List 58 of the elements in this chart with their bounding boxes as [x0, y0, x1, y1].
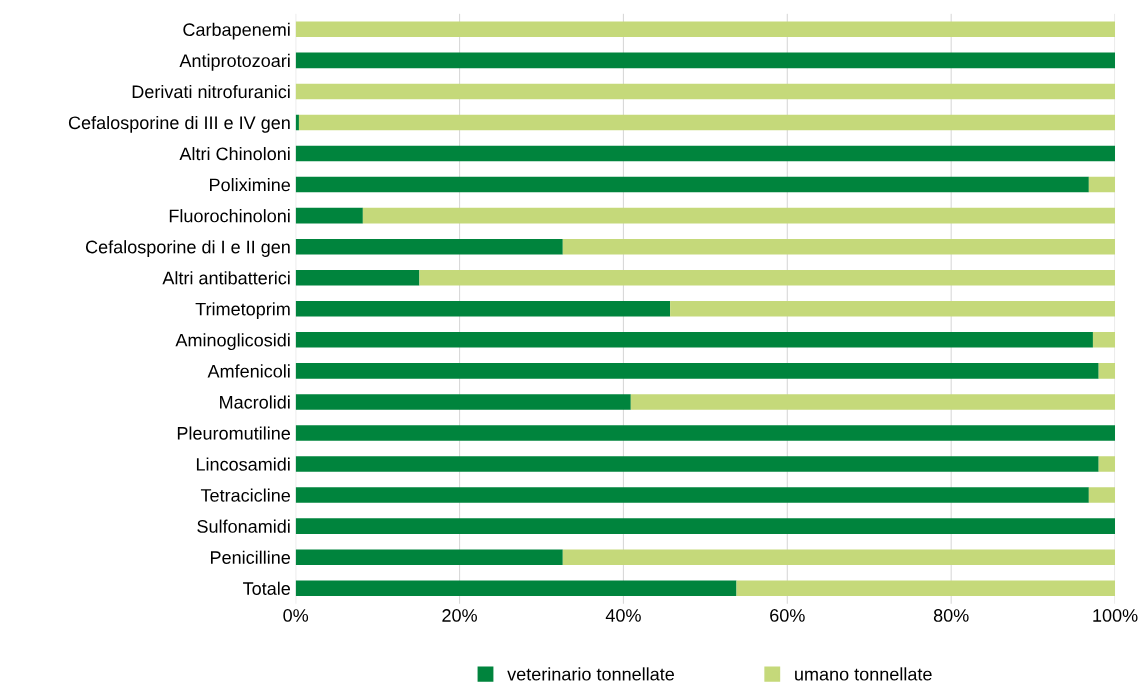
bar: [295, 21, 1116, 38]
x-tick-label: 40%: [605, 609, 641, 622]
y-tick-label: Sulfonamidi: [197, 519, 290, 533]
bar: [295, 363, 1099, 379]
y-tick-label: Fluorochinoloni: [169, 209, 290, 223]
bar: [295, 238, 563, 255]
bar: [295, 456, 1099, 472]
x-tick-label: 60%: [770, 609, 805, 622]
bar: [295, 425, 1116, 441]
bar: [298, 114, 1116, 131]
bar: [295, 549, 563, 565]
bar: [295, 301, 671, 317]
legend-label: veterinario tonnellate: [507, 667, 674, 681]
x-tick-label: 80%: [933, 609, 969, 622]
bar: [295, 269, 420, 286]
bar: [419, 269, 1116, 286]
y-tick-label: Pleuromutiline: [177, 426, 291, 440]
bar: [295, 487, 1089, 503]
bar: [1088, 487, 1116, 503]
y-tick-label: Totale: [243, 581, 291, 595]
bar: [362, 207, 1116, 224]
y-tick-label: Macrolidi: [220, 395, 290, 409]
bar: [1098, 363, 1116, 379]
y-tick-label: Poliximine: [210, 178, 291, 192]
y-tick-label: Tetracicline: [200, 488, 291, 502]
y-tick-label: Amfenicoli: [207, 364, 290, 378]
bar: [295, 207, 363, 224]
y-tick-label: Trimetoprim: [195, 302, 290, 320]
y-tick-label: Altri antibatterici: [162, 271, 290, 285]
bar: [630, 394, 1116, 410]
bar: [736, 580, 1116, 596]
bar: [295, 83, 1116, 100]
y-tick-label: Aminoglicosidi: [175, 333, 290, 351]
bar: [295, 394, 631, 410]
y-tick-label: Altri Chinoloni: [179, 146, 290, 161]
x-tick-label: 0%: [283, 609, 309, 622]
bar: [1088, 176, 1116, 193]
bar: [295, 580, 737, 596]
y-tick-label: Derivati nitrofuranici: [132, 84, 290, 99]
bar: [1098, 456, 1116, 472]
y-tick-label: Lincosamidi: [196, 457, 290, 471]
y-tick-label: Carbapenemi: [183, 22, 290, 40]
y-tick-label: Antiprotozoari: [179, 53, 290, 71]
x-tick-label: 100%: [1093, 609, 1138, 622]
bar: [1092, 332, 1116, 348]
y-tick-label: Penicilline: [211, 550, 291, 564]
bar: [562, 549, 1116, 565]
legend-label: umano tonnellate: [795, 667, 932, 681]
x-tick-label: 20%: [442, 609, 477, 622]
bar: [562, 238, 1116, 255]
y-tick-label: Cefalosporine di I e II gen: [85, 240, 290, 257]
bar: [295, 52, 1116, 69]
bar: [295, 145, 1116, 162]
bar: [295, 518, 1116, 534]
bar: [670, 301, 1116, 317]
bar: [295, 176, 1089, 193]
y-tick-label: Cefalosporine di III e IV gen: [68, 115, 290, 133]
bar: [295, 332, 1093, 348]
